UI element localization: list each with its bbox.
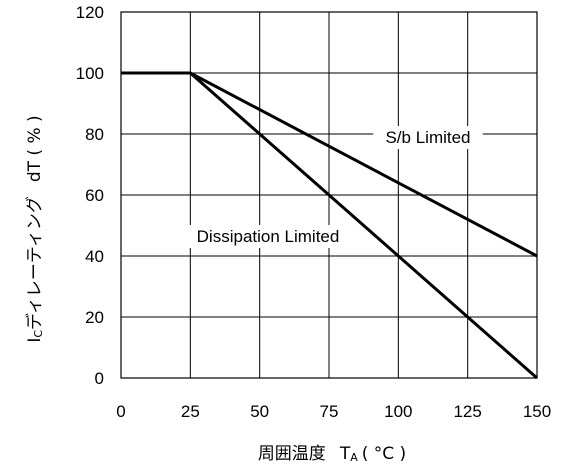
x-tick-label: 150 (523, 402, 551, 421)
x-tick-label: 125 (453, 402, 481, 421)
x-tick-label: 50 (250, 402, 269, 421)
axis-titles: 周囲温度 TA( °C ) ICディレーティングdT ( % ) (24, 115, 406, 464)
y-axis-title: ICディレーティングdT ( % ) (24, 115, 45, 342)
series-label-2: Dissipation Limited (197, 227, 340, 246)
series-line-2 (121, 71, 538, 380)
y-tick-label: 80 (85, 125, 104, 144)
series-label-bg (175, 225, 361, 248)
y-tick-label: 20 (85, 308, 104, 327)
series-label-1: S/b Limited (385, 128, 470, 147)
y-tick-label: 120 (76, 3, 104, 22)
y-tick-label: 0 (95, 369, 104, 388)
series-lines (121, 71, 538, 380)
plot-frame (120, 11, 538, 379)
series-labels: S/b Limited Dissipation Limited (175, 126, 483, 248)
x-tick-label: 75 (320, 402, 339, 421)
x-tick-label: 0 (116, 402, 125, 421)
y-tick-label: 100 (76, 64, 104, 83)
x-tick-label: 100 (384, 402, 412, 421)
x-tick-label: 25 (181, 402, 200, 421)
tick-labels: 0 25 50 75 100 125 150 0 20 40 60 80 100 120 (76, 3, 552, 421)
series-label-bg (373, 126, 483, 149)
y-tick-label: 40 (85, 247, 104, 266)
x-axis-title: 周囲温度 TA( °C ) (258, 444, 406, 464)
y-tick-label: 60 (85, 186, 104, 205)
